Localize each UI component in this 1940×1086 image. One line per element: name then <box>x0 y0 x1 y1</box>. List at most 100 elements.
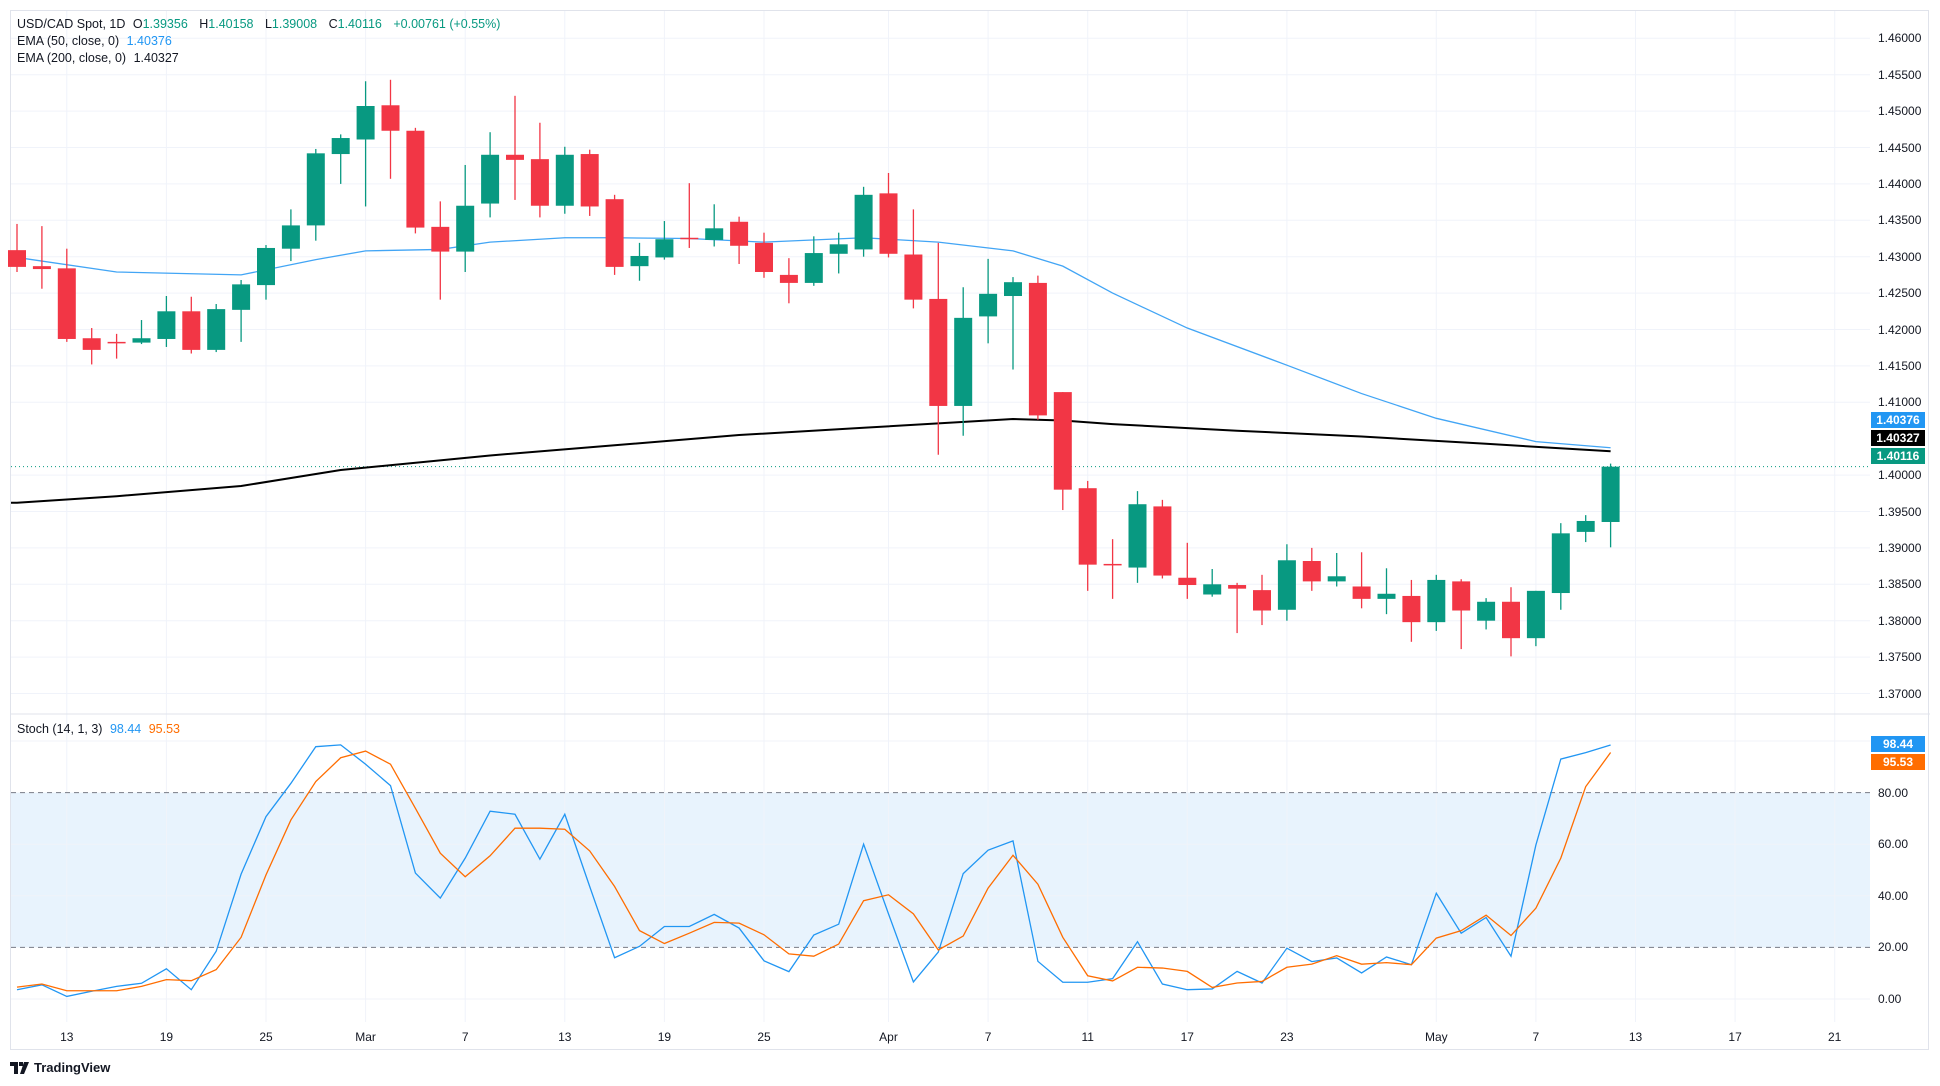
candle[interactable] <box>1153 499 1172 579</box>
candle[interactable] <box>1377 568 1396 615</box>
candle[interactable] <box>1601 463 1620 548</box>
candle-body <box>32 266 51 270</box>
candle-body <box>904 254 923 300</box>
candle[interactable] <box>456 164 475 272</box>
candle[interactable] <box>32 226 51 289</box>
candle[interactable] <box>1402 579 1421 642</box>
candle[interactable] <box>1004 277 1022 370</box>
candle[interactable] <box>1427 574 1446 631</box>
candle[interactable] <box>1253 574 1271 626</box>
candle[interactable] <box>132 320 151 345</box>
candle[interactable] <box>580 149 599 216</box>
candle[interactable] <box>854 186 873 257</box>
candle[interactable] <box>630 242 649 281</box>
price-tick-label: 1.42500 <box>1878 286 1922 301</box>
candle[interactable] <box>82 328 101 365</box>
candle[interactable] <box>157 296 176 347</box>
candle[interactable] <box>1053 392 1072 511</box>
candle[interactable] <box>232 279 251 342</box>
candle[interactable] <box>1103 539 1122 599</box>
candle[interactable] <box>605 194 624 275</box>
candle[interactable] <box>182 296 201 354</box>
candle[interactable] <box>755 232 773 278</box>
candle-body <box>1551 533 1570 594</box>
stoch-tick-label: 40.00 <box>1878 888 1909 903</box>
candle[interactable] <box>406 127 425 234</box>
candle[interactable] <box>904 209 923 309</box>
candle[interactable] <box>954 287 973 436</box>
candle[interactable] <box>779 258 798 304</box>
ema50-legend[interactable]: EMA (50, close, 0) 1.40376 <box>17 33 176 50</box>
candle[interactable] <box>281 209 300 262</box>
candle[interactable] <box>1302 547 1321 591</box>
stoch-tick-label: 0.00 <box>1878 992 1902 1006</box>
candle[interactable] <box>8 223 26 272</box>
candle[interactable] <box>107 333 126 359</box>
price-tick-label: 1.37000 <box>1878 686 1922 701</box>
candle[interactable] <box>1526 590 1545 647</box>
candle[interactable] <box>1551 523 1570 610</box>
candle-body <box>82 338 101 350</box>
candle[interactable] <box>381 79 400 179</box>
candle[interactable] <box>207 304 226 353</box>
candle[interactable] <box>506 95 524 200</box>
candle[interactable] <box>1502 587 1520 657</box>
candle-body <box>605 199 624 267</box>
candle[interactable] <box>431 201 450 300</box>
candle[interactable] <box>306 148 325 241</box>
candle[interactable] <box>979 258 998 344</box>
candle-body <box>1526 590 1545 639</box>
candle[interactable] <box>1477 598 1496 630</box>
candle[interactable] <box>1452 579 1471 650</box>
candle[interactable] <box>1203 569 1222 597</box>
candle[interactable] <box>1576 515 1595 543</box>
candle[interactable] <box>481 132 500 218</box>
main-legend: USD/CAD Spot, 1D O1.39356 H1.40158 L1.39… <box>17 16 504 33</box>
candle[interactable] <box>705 204 724 247</box>
stoch-legend[interactable]: Stoch (14, 1, 3) 98.44 95.53 <box>17 721 184 738</box>
candle[interactable] <box>1277 544 1296 621</box>
candle-body <box>57 268 76 339</box>
candle[interactable] <box>730 216 749 264</box>
tradingview-logo[interactable]: TradingView <box>10 1060 110 1075</box>
candle[interactable] <box>1128 491 1147 583</box>
candle[interactable] <box>655 221 674 260</box>
candle[interactable] <box>1028 275 1047 420</box>
candle-body <box>1203 584 1222 595</box>
candle[interactable] <box>1078 480 1097 591</box>
candle-body <box>1327 576 1346 582</box>
ema200-legend[interactable]: EMA (200, close, 0) 1.40327 <box>17 50 183 67</box>
candle-body <box>232 284 251 310</box>
candle[interactable] <box>257 245 275 300</box>
candle-body <box>804 253 823 283</box>
candle[interactable] <box>680 183 699 248</box>
candle[interactable] <box>356 81 375 207</box>
candle[interactable] <box>555 146 574 214</box>
candle[interactable] <box>57 248 76 342</box>
candle-body <box>755 242 773 272</box>
time-tick-label: 23 <box>1280 1030 1294 1044</box>
candle-body <box>1502 601 1520 639</box>
candle[interactable] <box>1352 552 1371 609</box>
candle-body <box>331 138 350 155</box>
candle[interactable] <box>879 172 898 258</box>
stoch-tick-label: 20.00 <box>1878 940 1909 955</box>
stoch-tick-label: 60.00 <box>1878 837 1909 852</box>
candle[interactable] <box>530 122 549 218</box>
candle[interactable] <box>1228 582 1247 634</box>
stoch-band <box>11 792 1870 948</box>
candle[interactable] <box>929 242 948 455</box>
price-tick-label: 1.38500 <box>1878 577 1922 592</box>
candle[interactable] <box>331 134 350 184</box>
candle[interactable] <box>1178 542 1197 599</box>
stoch-d-value: 95.53 <box>148 722 180 736</box>
logo-text: TradingView <box>34 1060 111 1075</box>
candle[interactable] <box>829 232 848 274</box>
candle[interactable] <box>1327 552 1346 587</box>
candle[interactable] <box>804 236 823 286</box>
price-tick-label: 1.45500 <box>1878 67 1922 82</box>
ema50-label: EMA (50, close, 0) <box>17 34 120 48</box>
time-tick-label: 7 <box>1532 1030 1540 1044</box>
price-tick-label: 1.38000 <box>1878 613 1922 628</box>
